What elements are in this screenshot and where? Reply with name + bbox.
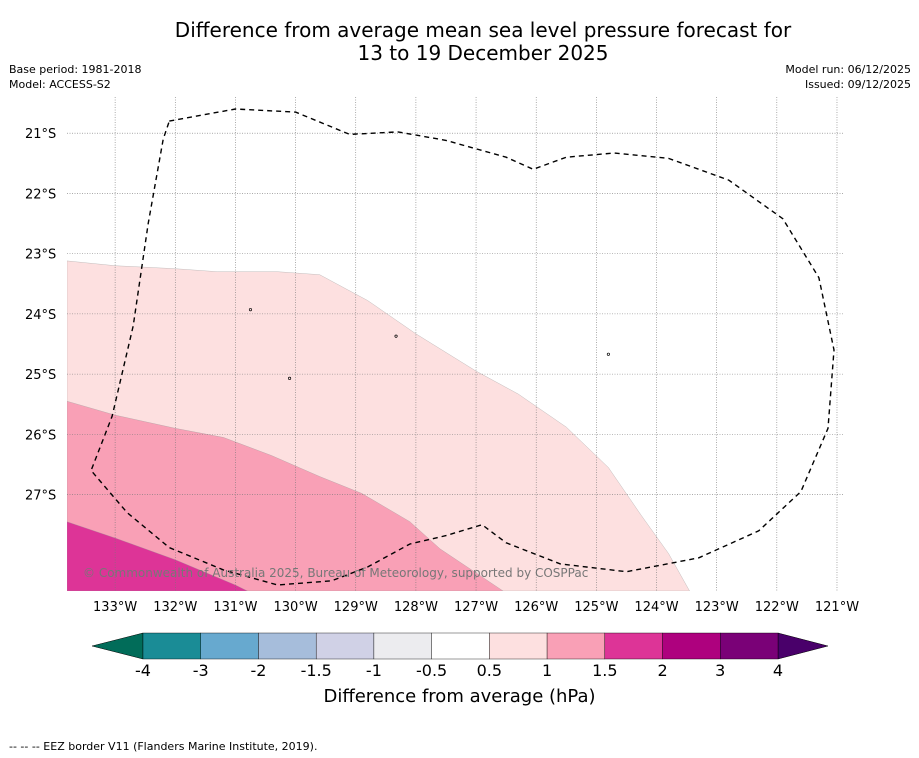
latitude-label: 23°S — [25, 248, 56, 263]
island-marker — [606, 352, 610, 356]
longitude-label: 124°W — [634, 600, 678, 615]
island-marker — [248, 308, 253, 312]
latitude-label: 27°S — [25, 489, 56, 504]
base-period-label: Base period: 1981-2018 — [9, 63, 142, 76]
longitude-label: 122°W — [755, 600, 799, 615]
latitude-labels: 21°S 22°S 23°S 24°S 25°S 26°S 27°S — [25, 127, 56, 503]
graticule — [67, 97, 843, 591]
latitude-label: 24°S — [25, 308, 56, 323]
colorbar-tick-label: 1 — [542, 661, 552, 680]
map-title-line-2: 13 to 19 December 2025 — [357, 41, 609, 65]
colorbar-tick-label: -1 — [366, 661, 382, 680]
model-label: Model: ACCESS-S2 — [9, 78, 111, 91]
colorbar-over-arrow — [777, 632, 829, 660]
region-anomaly-1-to-1.5 — [67, 401, 504, 591]
longitude-label: 131°W — [213, 600, 257, 615]
island-marker — [394, 334, 398, 338]
copyright-text: © Commonwealth of Australia 2025, Bureau… — [83, 566, 588, 580]
longitude-label: 123°W — [695, 600, 739, 615]
colorbar-tick-label: -1.5 — [301, 661, 332, 680]
eez-border-line — [90, 108, 835, 586]
colorbar-tick-label: -2 — [250, 661, 266, 680]
latitude-label: 26°S — [25, 428, 56, 443]
colorbar-swatch — [431, 632, 490, 660]
longitude-label: 132°W — [153, 600, 197, 615]
colorbar-tick-label: -3 — [193, 661, 209, 680]
longitude-label: 126°W — [514, 600, 558, 615]
colorbar-tick-label: -4 — [135, 661, 151, 680]
colorbar-swatch — [142, 632, 201, 660]
colorbar-swatch — [546, 632, 606, 660]
colorbar-swatch — [489, 632, 548, 660]
colorbar-label: Difference from average (hPa) — [323, 686, 596, 707]
longitude-labels: 133°W 132°W 131°W 130°W 129°W 128°W 127°W 126°W… — [93, 600, 859, 615]
longitude-label: 125°W — [574, 600, 618, 615]
colorbar-swatch — [258, 632, 317, 660]
colorbar-tick-label: 0.5 — [477, 661, 502, 680]
colorbar-swatch — [662, 632, 721, 660]
longitude-label: 130°W — [274, 600, 318, 615]
colorbar-swatch — [315, 632, 375, 660]
colorbar-tick-label: 4 — [773, 661, 783, 680]
colorbar-tick-label: 2 — [657, 661, 667, 680]
colorbar-tick-label: -0.5 — [416, 661, 447, 680]
model-run-label: Model run: 06/12/2025 — [785, 63, 911, 76]
issued-label: Issued: 09/12/2025 — [804, 78, 911, 91]
latitude-label: 21°S — [25, 127, 56, 142]
colorbar-under-arrow — [91, 632, 144, 660]
longitude-label: 128°W — [394, 600, 438, 615]
longitude-label: 121°W — [815, 600, 859, 615]
latitude-label: 22°S — [25, 187, 56, 202]
map-title-line-1: Difference from average mean sea level p… — [174, 18, 792, 42]
island-marker — [288, 376, 292, 380]
eez-legend-text: -- -- -- EEZ border V11 (Flanders Marine… — [9, 740, 318, 753]
longitude-label: 129°W — [334, 600, 378, 615]
colorbar-tick-label: 3 — [715, 661, 725, 680]
colorbar-swatch — [720, 632, 779, 660]
colorbar-swatch — [200, 632, 259, 660]
colorbar: -4 -3 -2 -1.5 -1 -0.5 0.5 1 1.5 2 3 4 — [91, 632, 829, 680]
colorbar-swatch — [373, 632, 432, 660]
anomaly-regions — [67, 260, 690, 591]
colorbar-tick-label: 1.5 — [592, 661, 617, 680]
longitude-label: 133°W — [93, 600, 137, 615]
colorbar-swatch — [604, 632, 663, 660]
longitude-label: 127°W — [454, 600, 498, 615]
islands — [248, 308, 610, 380]
latitude-label: 25°S — [25, 368, 56, 383]
